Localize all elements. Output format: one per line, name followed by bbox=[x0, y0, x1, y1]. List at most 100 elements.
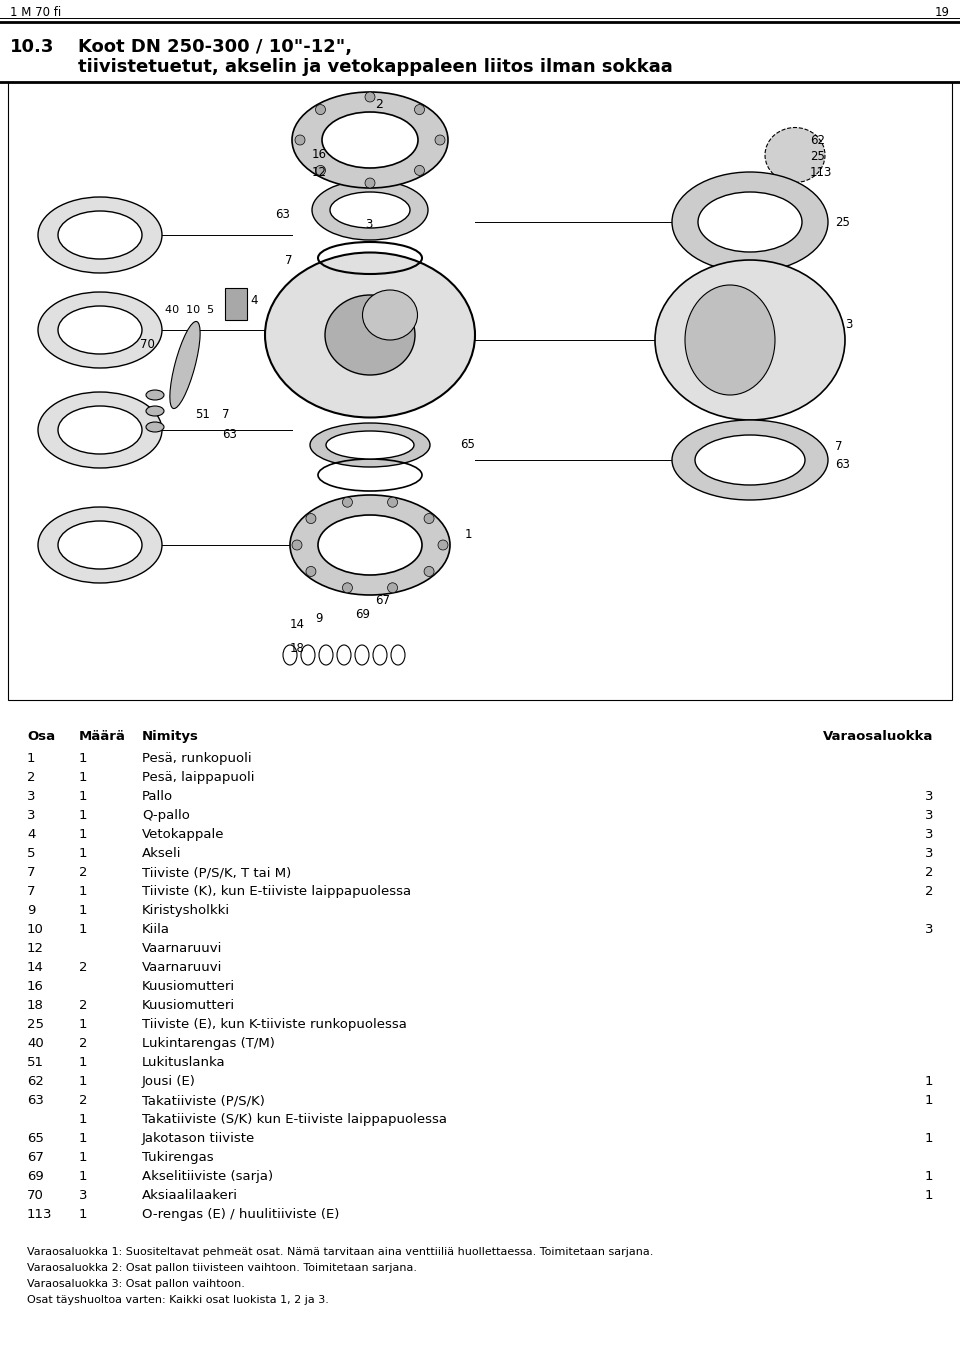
Text: Kiila: Kiila bbox=[142, 923, 170, 936]
Text: 40: 40 bbox=[27, 1037, 43, 1050]
Text: Pesä, runkopuoli: Pesä, runkopuoli bbox=[142, 752, 252, 766]
Text: Koot DN 250-300 / 10"-12",: Koot DN 250-300 / 10"-12", bbox=[78, 38, 352, 57]
Text: 113: 113 bbox=[27, 1208, 53, 1221]
Text: 2: 2 bbox=[79, 1037, 87, 1050]
Text: 7: 7 bbox=[285, 253, 293, 267]
Text: 1: 1 bbox=[465, 528, 472, 542]
Text: 62: 62 bbox=[810, 133, 825, 147]
Text: Akselitiiviste (sarja): Akselitiiviste (sarja) bbox=[142, 1170, 274, 1184]
Text: 1: 1 bbox=[79, 1132, 87, 1144]
Text: 51: 51 bbox=[195, 408, 210, 422]
Text: Kuusiomutteri: Kuusiomutteri bbox=[142, 999, 235, 1012]
Text: Tukirengas: Tukirengas bbox=[142, 1151, 214, 1165]
Text: 1: 1 bbox=[79, 790, 87, 803]
Text: Varaosaluokka: Varaosaluokka bbox=[823, 731, 933, 743]
Text: 2: 2 bbox=[924, 865, 933, 879]
Text: 2: 2 bbox=[79, 999, 87, 1012]
Circle shape bbox=[295, 135, 305, 146]
Text: 67: 67 bbox=[375, 593, 390, 607]
Ellipse shape bbox=[38, 392, 162, 468]
Ellipse shape bbox=[318, 515, 422, 576]
Text: Varaosaluokka 2: Osat pallon tiivisteen vaihtoon. Toimitetaan sarjana.: Varaosaluokka 2: Osat pallon tiivisteen … bbox=[27, 1263, 417, 1273]
Text: 67: 67 bbox=[27, 1151, 44, 1165]
Text: 3: 3 bbox=[27, 790, 36, 803]
Text: Tiiviste (P/S/K, T tai M): Tiiviste (P/S/K, T tai M) bbox=[142, 865, 291, 879]
Text: 65: 65 bbox=[27, 1132, 44, 1144]
Text: 2: 2 bbox=[79, 961, 87, 975]
Text: 3: 3 bbox=[924, 923, 933, 936]
Text: 1: 1 bbox=[924, 1095, 933, 1107]
Text: 3: 3 bbox=[27, 809, 36, 822]
Text: 3: 3 bbox=[924, 809, 933, 822]
Text: 12: 12 bbox=[27, 942, 44, 954]
Text: Kiristysholkki: Kiristysholkki bbox=[142, 905, 230, 917]
Text: 1: 1 bbox=[79, 752, 87, 766]
Ellipse shape bbox=[765, 128, 825, 182]
Text: 1: 1 bbox=[79, 886, 87, 898]
Text: 7: 7 bbox=[27, 886, 36, 898]
Text: 25: 25 bbox=[835, 216, 850, 229]
Circle shape bbox=[292, 541, 302, 550]
Ellipse shape bbox=[58, 406, 142, 454]
Text: Jousi (E): Jousi (E) bbox=[142, 1074, 196, 1088]
Text: 1: 1 bbox=[79, 771, 87, 785]
Circle shape bbox=[438, 541, 448, 550]
Text: Tiiviste (E), kun K-tiiviste runkopuolessa: Tiiviste (E), kun K-tiiviste runkopuoles… bbox=[142, 1018, 407, 1031]
Text: Osa: Osa bbox=[27, 731, 55, 743]
Text: O-rengas (E) / huulitiiviste (E): O-rengas (E) / huulitiiviste (E) bbox=[142, 1208, 340, 1221]
Text: 14: 14 bbox=[27, 961, 44, 975]
Text: Varaosaluokka 1: Suositeltavat pehmeät osat. Nämä tarvitaan aina venttiiliä huol: Varaosaluokka 1: Suositeltavat pehmeät o… bbox=[27, 1247, 653, 1256]
Ellipse shape bbox=[38, 507, 162, 582]
Text: 63: 63 bbox=[275, 209, 290, 221]
Text: 16: 16 bbox=[27, 980, 44, 993]
Circle shape bbox=[365, 92, 375, 102]
Text: Lukintarengas (T/M): Lukintarengas (T/M) bbox=[142, 1037, 275, 1050]
Text: Akseli: Akseli bbox=[142, 847, 181, 860]
Text: 1: 1 bbox=[79, 847, 87, 860]
Ellipse shape bbox=[655, 260, 845, 421]
Text: 1: 1 bbox=[79, 1170, 87, 1184]
Text: Vaarnaruuvi: Vaarnaruuvi bbox=[142, 961, 223, 975]
Text: Kuusiomutteri: Kuusiomutteri bbox=[142, 980, 235, 993]
Text: 1: 1 bbox=[79, 1151, 87, 1165]
Text: 7: 7 bbox=[27, 865, 36, 879]
Text: 1: 1 bbox=[924, 1132, 933, 1144]
Ellipse shape bbox=[363, 290, 418, 340]
Text: 2: 2 bbox=[375, 98, 383, 112]
Text: 3: 3 bbox=[924, 847, 933, 860]
Text: 25: 25 bbox=[810, 151, 825, 163]
Circle shape bbox=[424, 566, 434, 577]
Text: Takatiiviste (P/S/K): Takatiiviste (P/S/K) bbox=[142, 1095, 265, 1107]
Text: Nimitys: Nimitys bbox=[142, 731, 199, 743]
Circle shape bbox=[388, 497, 397, 507]
Text: 2: 2 bbox=[924, 886, 933, 898]
Ellipse shape bbox=[290, 495, 450, 594]
Text: 1: 1 bbox=[79, 1055, 87, 1069]
Text: 14: 14 bbox=[290, 619, 305, 631]
Text: 3: 3 bbox=[924, 828, 933, 841]
Text: 18: 18 bbox=[290, 642, 305, 655]
Circle shape bbox=[316, 166, 325, 175]
Text: 25: 25 bbox=[27, 1018, 44, 1031]
Ellipse shape bbox=[325, 295, 415, 375]
Text: Takatiiviste (S/K) kun E-tiiviste laippapuolessa: Takatiiviste (S/K) kun E-tiiviste laippa… bbox=[142, 1113, 447, 1126]
Circle shape bbox=[435, 135, 445, 146]
Ellipse shape bbox=[170, 321, 200, 408]
Text: 63: 63 bbox=[222, 429, 237, 442]
Text: 1 M 70 fi: 1 M 70 fi bbox=[10, 7, 61, 19]
Text: 10.3: 10.3 bbox=[10, 38, 55, 57]
Ellipse shape bbox=[672, 421, 828, 500]
Text: Aksiaalilaakeri: Aksiaalilaakeri bbox=[142, 1189, 238, 1202]
Text: 3: 3 bbox=[79, 1189, 87, 1202]
Text: 65: 65 bbox=[460, 438, 475, 452]
Text: 1: 1 bbox=[79, 1018, 87, 1031]
Ellipse shape bbox=[672, 173, 828, 272]
Circle shape bbox=[343, 497, 352, 507]
Text: 3: 3 bbox=[365, 218, 372, 232]
Text: 2: 2 bbox=[79, 865, 87, 879]
Ellipse shape bbox=[698, 191, 802, 252]
Ellipse shape bbox=[146, 390, 164, 400]
Text: Pallo: Pallo bbox=[142, 790, 173, 803]
Text: 7: 7 bbox=[835, 441, 843, 453]
Text: Osat täyshuoltoa varten: Kaikki osat luokista 1, 2 ja 3.: Osat täyshuoltoa varten: Kaikki osat luo… bbox=[27, 1295, 328, 1305]
